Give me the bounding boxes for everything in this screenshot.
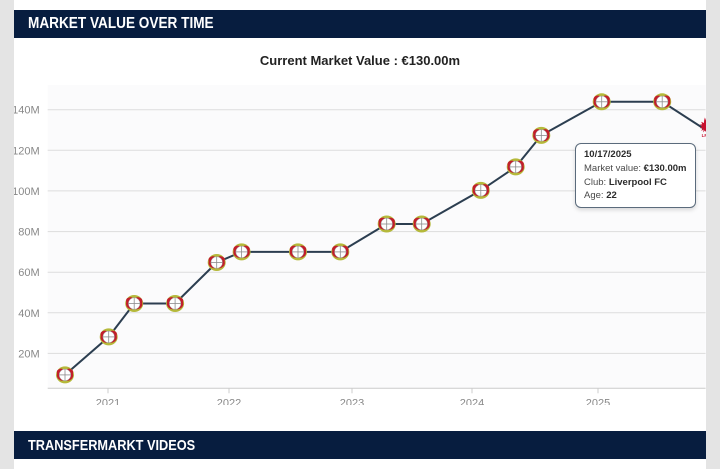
- svg-text:100M: 100M: [14, 186, 40, 198]
- svg-text:40M: 40M: [18, 308, 39, 320]
- svg-text:120M: 120M: [14, 145, 40, 157]
- svg-text:80M: 80M: [18, 227, 39, 239]
- svg-text:2024: 2024: [460, 397, 484, 405]
- svg-text:140M: 140M: [14, 105, 40, 117]
- svg-text:60M: 60M: [18, 267, 39, 279]
- svg-text:2021: 2021: [96, 397, 120, 405]
- svg-text:2025: 2025: [586, 397, 610, 405]
- svg-text:LFC: LFC: [702, 133, 706, 138]
- svg-text:20M: 20M: [18, 348, 39, 360]
- svg-text:2022: 2022: [217, 397, 241, 405]
- svg-text:2023: 2023: [340, 397, 364, 405]
